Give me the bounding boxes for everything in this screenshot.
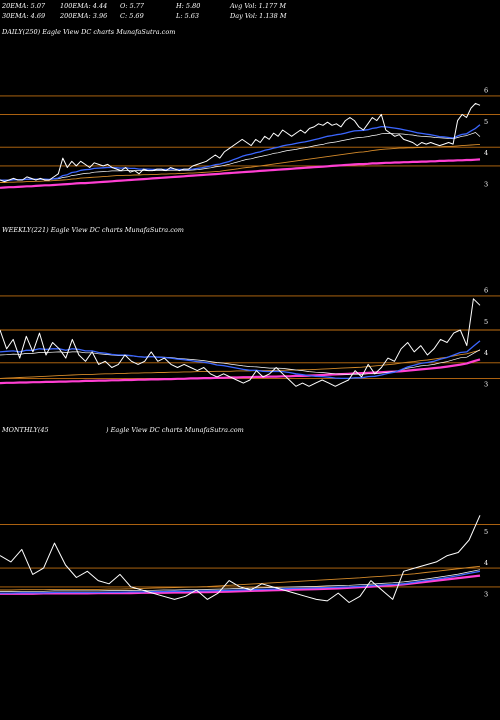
daily-ema30-line	[0, 132, 481, 181]
stat-ema100: 100EMA: 4.44	[60, 2, 108, 10]
weekly-price-line	[0, 298, 481, 387]
daily-panel-label: DAILY(250) Eagle View DC charts MunafaSu…	[2, 28, 176, 36]
monthly-ytick-4: 4	[484, 559, 488, 567]
daily-ytick-6: 6	[484, 87, 488, 95]
daily-price-line	[0, 102, 481, 183]
stat-ema20: 20EMA: 5.07	[2, 2, 46, 10]
weekly-ema100-line	[0, 349, 481, 379]
weekly-ytick-6: 6	[484, 287, 488, 295]
stat-open: O: 5.77	[120, 2, 145, 10]
monthly-panel-label-left: MONTHLY(45	[2, 426, 49, 434]
weekly-ytick-4: 4	[484, 349, 488, 357]
weekly-ytick-3: 3	[484, 380, 488, 388]
monthly-ytick-3: 3	[484, 590, 488, 598]
monthly-ema200-line	[0, 574, 481, 595]
monthly-ema100-line	[0, 565, 481, 591]
daily-ytick-4: 4	[484, 149, 488, 157]
monthly-ytick-5: 5	[484, 528, 488, 536]
monthly-panel-label-right: ) Eagle View DC charts MunafaSutra.com	[106, 426, 244, 434]
daily-ema100-line	[0, 143, 481, 183]
stat-close: C: 5.69	[120, 12, 144, 20]
weekly-ytick-5: 5	[484, 318, 488, 326]
daily-ytick-3: 3	[484, 180, 488, 188]
stat-low: L: 5.63	[176, 12, 200, 20]
monthly-price-line	[0, 515, 481, 603]
stat-ema30: 30EMA: 4.69	[2, 12, 46, 20]
daily-ema200-line	[0, 158, 481, 189]
daily-ytick-5: 5	[484, 118, 488, 126]
daily-ema20-line	[0, 124, 481, 181]
weekly-panel-label: WEEKLY(221) Eagle View DC charts MunafaS…	[2, 226, 184, 234]
monthly-ema20-line	[0, 570, 481, 594]
weekly-ema200-line	[0, 358, 481, 385]
monthly-ema30-line	[0, 569, 481, 592]
weekly-ema20-line	[0, 340, 481, 380]
stat-avg-vol: Avg Vol: 1.177 M	[230, 2, 287, 10]
stat-ema200: 200EMA: 3.96	[60, 12, 108, 20]
stat-day-vol: Day Vol: 1.138 M	[230, 12, 287, 20]
stat-high: H: 5.80	[176, 2, 201, 10]
